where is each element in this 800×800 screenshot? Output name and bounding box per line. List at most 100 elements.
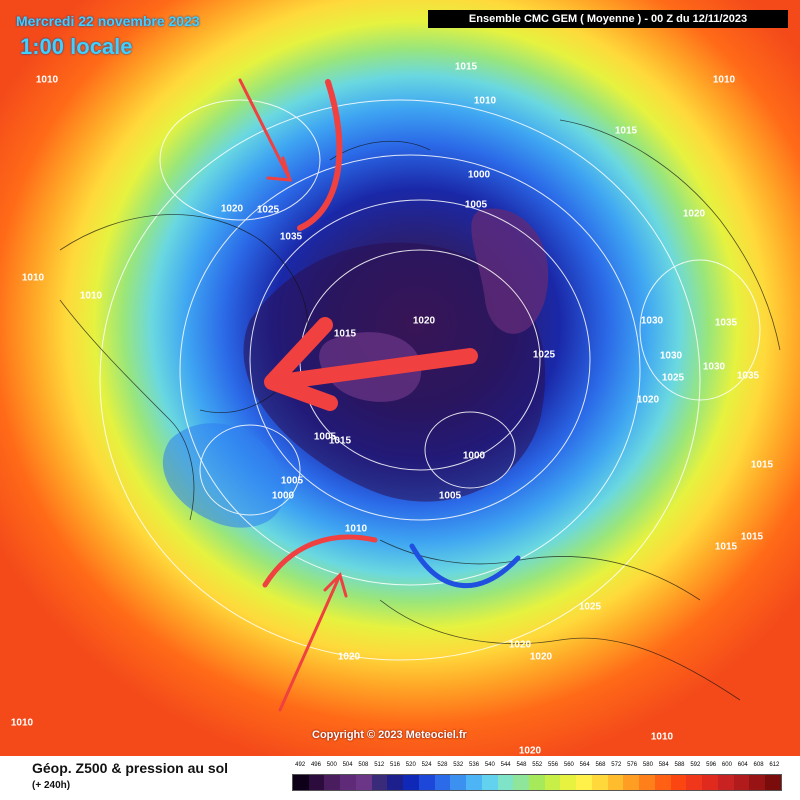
geopotential-map: Mercredi 22 novembre 2023 1:00 locale En… bbox=[0, 0, 800, 756]
scale-swatch bbox=[702, 775, 718, 790]
scale-swatch bbox=[591, 775, 608, 790]
isobar-label: 1010 bbox=[712, 74, 736, 86]
legend-footer: Géop. Z500 & pression au sol (+ 240h) 49… bbox=[0, 756, 800, 800]
scale-swatch bbox=[403, 775, 419, 790]
scale-swatch bbox=[717, 775, 734, 790]
scale-swatch bbox=[497, 775, 514, 790]
ridge-annotation-north bbox=[297, 79, 343, 231]
isobar-label: 1015 bbox=[614, 125, 638, 137]
isobar-label: 1030 bbox=[640, 315, 664, 327]
isobar-label: 1020 bbox=[337, 651, 361, 663]
scale-swatch bbox=[293, 775, 309, 790]
scale-swatch bbox=[765, 775, 781, 790]
cold-lobe-siberia bbox=[471, 208, 549, 334]
isobar-label: 1020 bbox=[220, 203, 244, 215]
isobar-label: 1005 bbox=[313, 431, 337, 443]
isobar-label: 1020 bbox=[636, 394, 660, 406]
coastlines bbox=[59, 119, 781, 701]
forecast-local-time: 1:00 locale bbox=[20, 34, 133, 59]
arrow-annotation-north bbox=[238, 78, 292, 182]
scale-tick: 536 bbox=[469, 762, 480, 768]
scale-swatch bbox=[466, 775, 482, 790]
scale-swatch bbox=[576, 775, 592, 790]
isobar-label: 1000 bbox=[462, 450, 486, 462]
isobar-label: 1015 bbox=[333, 328, 357, 340]
scale-tick: 588 bbox=[674, 762, 685, 768]
forecast-date: Mercredi 22 novembre 2023 bbox=[16, 13, 200, 29]
isobar-label: 1020 bbox=[518, 745, 542, 757]
isobar-label: 1010 bbox=[650, 731, 674, 743]
ridge-annotation-south bbox=[262, 534, 378, 588]
scale-tick: 596 bbox=[706, 762, 717, 768]
scale-tick: 560 bbox=[563, 762, 574, 768]
isobar-label: 1020 bbox=[682, 208, 706, 220]
isobar-label: 1015 bbox=[740, 531, 764, 543]
isobar-label: 1020 bbox=[508, 639, 532, 651]
trough-annotation-europe bbox=[409, 543, 521, 589]
scale-swatch bbox=[308, 775, 325, 790]
isobar-label: 1005 bbox=[464, 199, 488, 211]
scale-swatch bbox=[654, 775, 671, 790]
scale-tick: 528 bbox=[437, 762, 448, 768]
scale-swatch bbox=[670, 775, 687, 790]
isobar-label: 1010 bbox=[79, 290, 103, 302]
copyright: Copyright © 2023 Meteociel.fr bbox=[312, 729, 467, 741]
scale-swatches bbox=[292, 774, 782, 791]
isobar-label: 1000 bbox=[467, 169, 491, 181]
scale-tick: 504 bbox=[342, 762, 353, 768]
scale-swatch bbox=[544, 775, 561, 790]
isobar-label: 1025 bbox=[532, 349, 556, 361]
isobar-label: 1010 bbox=[21, 272, 45, 284]
scale-swatch bbox=[434, 775, 451, 790]
scale-swatch bbox=[529, 775, 545, 790]
scale-tick: 568 bbox=[595, 762, 606, 768]
scale-tick: 604 bbox=[737, 762, 748, 768]
isobar-label: 1010 bbox=[473, 95, 497, 107]
scale-tick: 600 bbox=[721, 762, 732, 768]
isobar-label: 1025 bbox=[661, 372, 685, 384]
scale-tick: 496 bbox=[310, 762, 321, 768]
scale-tick: 572 bbox=[611, 762, 622, 768]
arrowhead-main bbox=[264, 317, 338, 411]
isobar-label: 1020 bbox=[412, 315, 436, 327]
field-title: Géop. Z500 & pression au sol bbox=[32, 760, 229, 776]
scale-tick: 508 bbox=[358, 762, 369, 768]
isobar-label: 1030 bbox=[702, 361, 726, 373]
arrowhead-north bbox=[266, 156, 293, 182]
scale-ticks: 492 496 500 504 508 512 516 520 524 528 532 536 540 5… bbox=[292, 762, 782, 772]
arrow-annotation-main bbox=[272, 348, 478, 390]
scale-swatch bbox=[371, 775, 388, 790]
scale-swatch bbox=[749, 775, 766, 790]
scale-tick: 580 bbox=[642, 762, 653, 768]
scale-swatch bbox=[733, 775, 750, 790]
scale-tick: 512 bbox=[374, 762, 385, 768]
arrowhead-south bbox=[323, 572, 348, 598]
isobar-label: 1030 bbox=[659, 350, 683, 362]
scale-tick: 576 bbox=[627, 762, 638, 768]
isobar-label: 1035 bbox=[736, 370, 760, 382]
scale-tick: 540 bbox=[484, 762, 495, 768]
isobar-label: 1015 bbox=[454, 61, 478, 73]
isobar-label: 1015 bbox=[328, 435, 352, 447]
isobar-label: 1010 bbox=[10, 717, 34, 729]
isobar-label: 1015 bbox=[714, 541, 738, 553]
scale-swatch bbox=[560, 775, 577, 790]
scale-tick: 556 bbox=[548, 762, 559, 768]
map-canvas bbox=[0, 0, 800, 756]
scale-swatch bbox=[481, 775, 498, 790]
scale-tick: 516 bbox=[389, 762, 400, 768]
color-scale: 492 496 500 504 508 512 516 520 524 528 532 536 540 5… bbox=[292, 762, 782, 791]
scale-tick: 524 bbox=[421, 762, 432, 768]
scale-swatch bbox=[355, 775, 372, 790]
scale-tick: 520 bbox=[405, 762, 416, 768]
scale-tick: 564 bbox=[579, 762, 590, 768]
model-banner: Ensemble CMC GEM ( Moyenne ) - 00 Z du 1… bbox=[428, 10, 788, 28]
scale-swatch bbox=[340, 775, 356, 790]
scale-swatch bbox=[623, 775, 640, 790]
scale-swatch bbox=[639, 775, 655, 790]
arrow-annotation-south bbox=[278, 573, 342, 712]
scale-tick: 608 bbox=[753, 762, 764, 768]
isobar-label: 1010 bbox=[35, 74, 59, 86]
scale-tick: 500 bbox=[326, 762, 337, 768]
lead-time: (+ 240h) bbox=[32, 780, 71, 791]
